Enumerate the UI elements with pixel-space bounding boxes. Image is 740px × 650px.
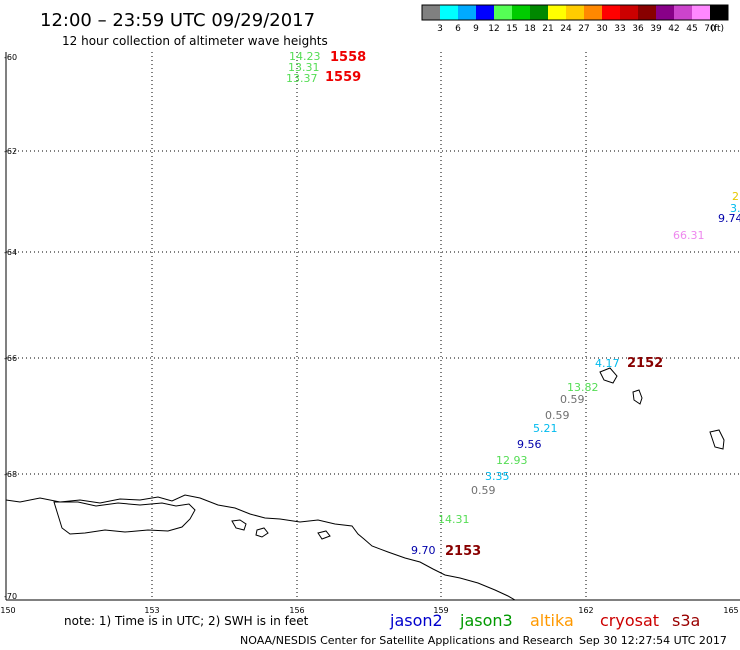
lat-label: -64 — [4, 248, 17, 257]
colorbar: 3 6 9 12 15 18 21 24 27 30 33 36 39 42 45 70(ft) — [421, 4, 729, 34]
wave-height-value: 9.56 — [517, 438, 542, 451]
footer-credit: NOAA/NESDIS Center for Satellite Applica… — [240, 634, 573, 647]
colorbar-label: 18 — [524, 24, 536, 34]
pass-time-stamps: 1558 1559 2152 2153 — [325, 50, 663, 559]
wave-height-value: 9.70 — [411, 544, 436, 557]
colorbar-swatch — [548, 5, 566, 20]
colorbar-label: 45 — [686, 24, 697, 34]
colorbar-label: 39 — [650, 24, 662, 34]
wave-height-value: 14.23 — [289, 50, 321, 63]
map-subtitle: 12 hour collection of altimeter wave hei… — [62, 34, 328, 48]
wave-height-value: 5.21 — [533, 422, 558, 435]
lat-axis-labels: -60 -62 -64 -66 -68 -70 — [4, 53, 17, 601]
wave-height-value: 13.37 — [286, 72, 318, 85]
colorbar-swatch — [566, 5, 584, 20]
satellite-legend-jason3: jason3 — [459, 611, 513, 630]
satellite-legend-s3a: s3a — [672, 611, 700, 630]
colorbar-label: 30 — [596, 24, 608, 34]
lon-label: 153 — [144, 606, 159, 615]
colorbar-label: 27 — [578, 24, 589, 34]
pass-time-stamp: 1559 — [325, 70, 361, 85]
colorbar-label: 21 — [542, 24, 553, 34]
footer-timestamp: Sep 30 12:27:54 UTC 2017 — [579, 634, 727, 647]
colorbar-label: 6 — [455, 24, 461, 34]
colorbar-swatch — [476, 5, 494, 20]
lon-label: 165 — [723, 606, 738, 615]
lon-label: 162 — [578, 606, 593, 615]
graticule — [6, 52, 740, 600]
wave-height-value: 14.31 — [438, 513, 470, 526]
satellite-legend-jason2: jason2 — [389, 611, 443, 630]
colorbar-swatch — [602, 5, 620, 20]
lat-label: -62 — [4, 147, 17, 156]
colorbar-swatch — [530, 5, 548, 20]
colorbar-swatch — [512, 5, 530, 20]
wave-height-value: 0.59 — [471, 484, 496, 497]
colorbar-swatch — [584, 5, 602, 20]
colorbar-label: 3 — [437, 24, 443, 34]
pass-time-stamp: 2153 — [445, 544, 481, 559]
small-island-outline — [317, 530, 331, 540]
pass-time-stamp: 2152 — [627, 356, 663, 371]
island-outline — [632, 389, 643, 405]
wave-height-value: 4.17 — [595, 357, 620, 370]
lon-axis-labels: 150 153 156 159 162 165 — [0, 606, 738, 615]
colorbar-swatch — [494, 5, 512, 20]
wave-height-value: 2 — [732, 190, 739, 203]
small-island-outline — [255, 527, 269, 538]
colorbar-swatch — [638, 5, 656, 20]
wave-height-value: 9.74 — [718, 212, 740, 225]
colorbar-swatch — [710, 5, 728, 20]
antarctic-coastline — [5, 494, 516, 601]
lon-label: 159 — [433, 606, 448, 615]
colorbar-unit: (ft) — [710, 24, 724, 34]
wave-height-value: 12.93 — [496, 454, 528, 467]
lat-label: -60 — [4, 53, 17, 62]
colorbar-label: 15 — [506, 24, 517, 34]
small-island-outline — [231, 519, 247, 531]
island-outline — [709, 429, 725, 450]
wave-height-value: 13.31 — [288, 61, 320, 74]
wave-height-value: 3. — [730, 202, 740, 215]
colorbar-border — [421, 4, 729, 21]
wave-height-value: 0.59 — [560, 393, 585, 406]
map-title: 12:00 – 23:59 UTC 09/29/2017 — [40, 10, 315, 31]
satellite-legend-altika: altika — [530, 611, 574, 630]
wave-height-value: 66.31 — [673, 229, 705, 242]
colorbar-swatch — [458, 5, 476, 20]
pass-time-stamp: 1558 — [330, 50, 366, 65]
colorbar-label: 33 — [614, 24, 625, 34]
lat-label: -70 — [4, 592, 17, 601]
colorbar-label: 9 — [473, 24, 479, 34]
satellite-legend-cryosat: cryosat — [600, 611, 659, 630]
colorbar-swatch — [422, 5, 440, 20]
lat-label: -66 — [4, 354, 17, 363]
wave-height-value: 0.59 — [545, 409, 570, 422]
wave-height-value: 3.35 — [485, 470, 510, 483]
colorbar-label: 42 — [668, 24, 679, 34]
colorbar-label: 12 — [488, 24, 499, 34]
colorbar-swatch — [620, 5, 638, 20]
lon-label: 156 — [289, 606, 304, 615]
colorbar-swatch — [440, 5, 458, 20]
colorbar-label: 24 — [560, 24, 572, 34]
colorbar-label: 36 — [632, 24, 644, 34]
colorbar-swatch — [656, 5, 674, 20]
satellite-legend: jason2 jason3 altika cryosat s3a — [389, 611, 700, 630]
wave-height-observations: 14.2313.3113.3723.9.7466.314.1713.820.59… — [286, 50, 740, 557]
colorbar-swatch — [692, 5, 710, 20]
coastal-ice-shelf-outline — [53, 501, 196, 535]
colorbar-swatch — [674, 5, 692, 20]
colorbar-label: 70 — [704, 24, 716, 34]
lon-label: 150 — [0, 606, 15, 615]
footer-note: note: 1) Time is in UTC; 2) SWH is in fe… — [64, 614, 309, 628]
lat-label: -68 — [4, 470, 17, 479]
island-outline — [599, 367, 618, 384]
wave-height-value: 13.82 — [567, 381, 599, 394]
